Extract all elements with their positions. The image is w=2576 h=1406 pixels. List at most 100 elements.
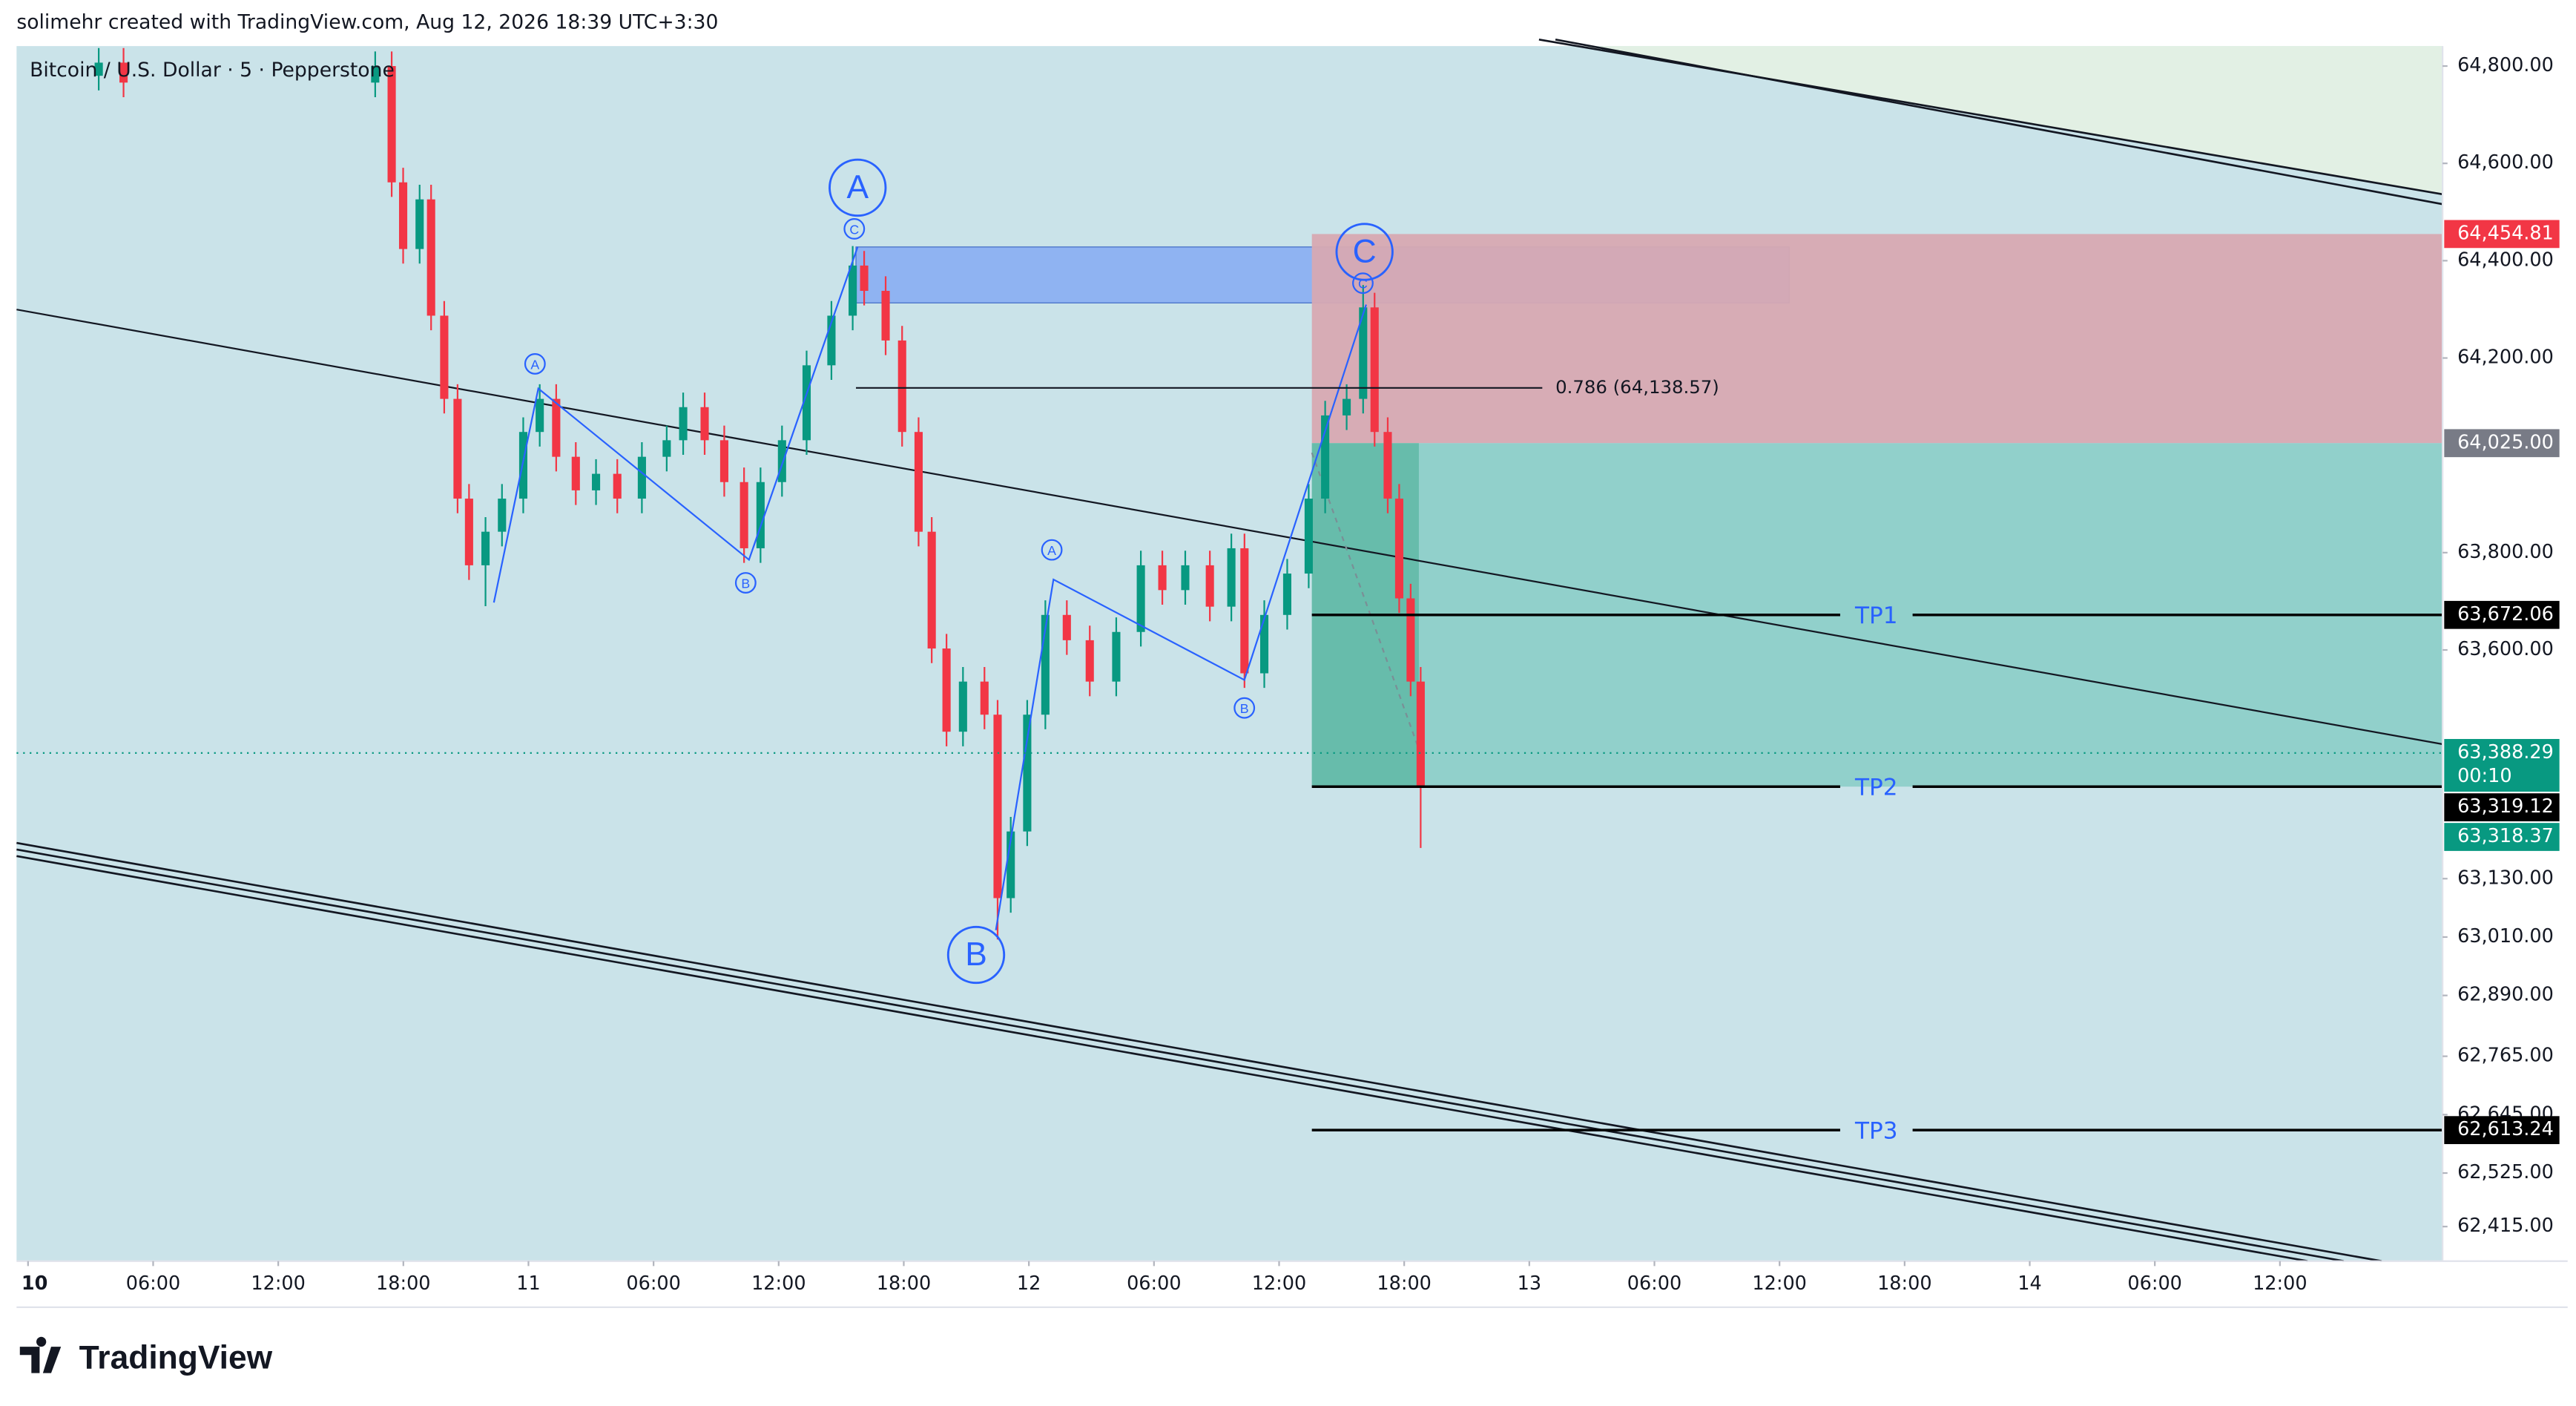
- x-tick-label: 18:00: [376, 1272, 431, 1295]
- target-label: TP3: [1854, 1117, 1897, 1144]
- y-tick-label: 63,600.00: [2457, 638, 2554, 660]
- y-tick-label: 63,010.00: [2457, 925, 2554, 947]
- price-tag: [2444, 220, 2560, 249]
- candle-body: [94, 62, 103, 76]
- x-tick-label: 12:00: [251, 1272, 306, 1295]
- candle-body: [415, 199, 424, 249]
- x-tick-label: 12:00: [1252, 1272, 1307, 1295]
- candle-body: [426, 199, 435, 316]
- candle-body: [481, 531, 490, 565]
- price-tag: [2444, 600, 2560, 629]
- price-tag-label: 63,319.12: [2457, 795, 2554, 818]
- x-tick-label: 18:00: [877, 1272, 932, 1295]
- channel-line: [16, 855, 2308, 1263]
- candle-body: [119, 62, 128, 83]
- logo-text: TradingView: [79, 1340, 273, 1376]
- price-tag: [2444, 738, 2560, 792]
- x-tick-label: 14: [2017, 1272, 2041, 1295]
- x-tick-label: 12: [1017, 1272, 1041, 1295]
- candle-body: [927, 531, 936, 649]
- candle-body: [440, 315, 449, 399]
- y-tick-label: 62,525.00: [2457, 1161, 2554, 1183]
- wave-label: A: [530, 357, 539, 372]
- wave-label: A: [846, 169, 869, 206]
- fib-label: 0.786 (64,138.57): [1555, 376, 1719, 398]
- candle-body: [1023, 715, 1032, 832]
- wave-circle: [1041, 539, 1063, 561]
- price-tag-label: 63,318.37: [2457, 825, 2554, 847]
- candle-body: [1112, 631, 1121, 682]
- candle-body: [849, 265, 857, 316]
- target-label: TP2: [1854, 774, 1897, 801]
- channel-line: [1555, 38, 2443, 206]
- price-tag-countdown: 00:10: [2457, 765, 2512, 787]
- candle-body: [398, 182, 408, 249]
- candle-body: [1227, 548, 1236, 607]
- candle-body: [552, 398, 561, 457]
- candle-body: [592, 473, 601, 490]
- wave-label: B: [741, 576, 750, 591]
- wave-circle: [829, 158, 887, 217]
- candle-body: [518, 432, 528, 499]
- candle-body: [802, 365, 811, 441]
- price-tag: [2444, 823, 2560, 851]
- candle-body: [1383, 432, 1392, 499]
- candle-body: [1085, 640, 1094, 682]
- x-tick-label: 12:00: [751, 1272, 806, 1295]
- wave-circle: [946, 925, 1006, 985]
- y-tick-label: 64,200.00: [2457, 346, 2554, 369]
- wave-circle: [843, 218, 866, 240]
- candle-body: [1406, 598, 1415, 682]
- candle-body: [860, 265, 869, 292]
- y-tick-label: 62,765.00: [2457, 1045, 2554, 1067]
- position-path: [1311, 452, 1420, 750]
- x-tick-label: 12:00: [1752, 1272, 1807, 1295]
- wave-circle: [1233, 697, 1256, 719]
- x-tick-label: 12:00: [2253, 1272, 2307, 1295]
- candle-body: [371, 66, 380, 83]
- wave-label: B: [1240, 701, 1249, 716]
- trendlines: [16, 38, 2443, 1263]
- candle-body: [980, 681, 989, 715]
- candle-body: [739, 482, 748, 548]
- trendline: [16, 309, 2443, 746]
- candle-body: [1205, 565, 1214, 607]
- candle-body: [536, 398, 544, 433]
- candle-body: [958, 681, 967, 732]
- y-tick-label: 64,600.00: [2457, 151, 2554, 174]
- wave-line: [493, 246, 859, 603]
- wave-line: [995, 304, 1367, 930]
- wave-circle: [734, 572, 757, 594]
- candle-body: [756, 482, 765, 548]
- attribution: solimehr created with TradingView.com, A…: [16, 11, 718, 34]
- price-tag-label: 64,025.00: [2457, 431, 2554, 453]
- price-tag-label: 62,613.24: [2457, 1118, 2554, 1140]
- stop-zone: [1311, 234, 2443, 444]
- candle-body: [1416, 681, 1425, 787]
- candle-body: [1181, 565, 1190, 591]
- wave-label: C: [849, 222, 859, 237]
- logo: TradingView: [19, 1336, 273, 1376]
- wave-label: C: [1353, 233, 1377, 269]
- x-tick-label: 13: [1518, 1272, 1541, 1295]
- x-tick-label: 18:00: [1877, 1272, 1932, 1295]
- candle-body: [993, 715, 1002, 899]
- candle-body: [453, 398, 462, 499]
- wave-circle: [524, 352, 546, 375]
- candle-body: [1041, 614, 1050, 715]
- logo-mark: [19, 1336, 62, 1373]
- candle-body: [1259, 614, 1269, 674]
- channel-line: [16, 848, 2345, 1263]
- wave-label: B: [965, 936, 987, 973]
- candle-body: [637, 456, 646, 499]
- candle-body: [1062, 614, 1071, 640]
- wave-label: C: [1358, 277, 1368, 292]
- wave-letters: A B C A B C A B C: [530, 169, 1376, 973]
- candle-body: [679, 407, 688, 441]
- candle-body: [1007, 831, 1015, 899]
- price-tag: [2444, 1116, 2560, 1145]
- x-tick-label: 06:00: [1127, 1272, 1182, 1295]
- candle-body: [1343, 398, 1351, 415]
- candle-body: [700, 407, 709, 441]
